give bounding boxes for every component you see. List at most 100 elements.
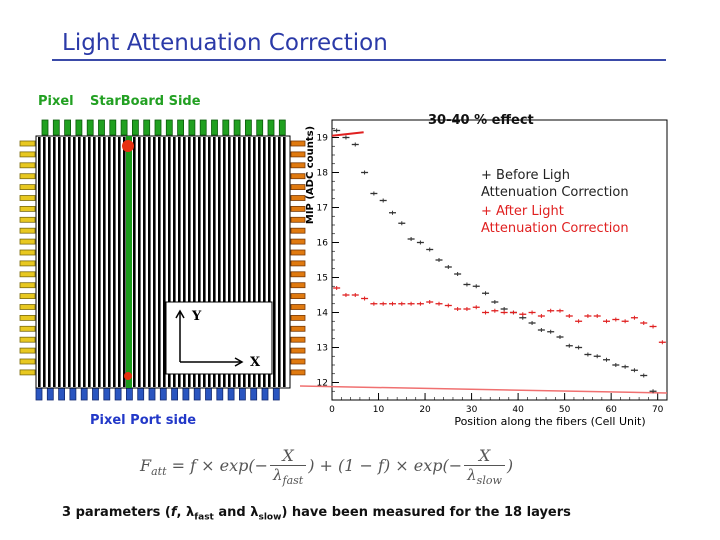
- fiber-stripe: [178, 137, 181, 387]
- right-connector: [290, 271, 306, 278]
- data-point: [342, 293, 350, 297]
- top-connectors: [41, 119, 286, 136]
- fiber-stripe: [73, 137, 76, 387]
- left-connector: [19, 216, 36, 223]
- y-axis-ticks: 12 13 14 15 16 17 18 19: [317, 119, 339, 401]
- right-connector: [290, 151, 306, 158]
- data-point: [630, 315, 638, 320]
- axis-x-label: X: [250, 355, 261, 370]
- data-point: [444, 303, 452, 308]
- left-connector: [19, 151, 36, 158]
- top-connector: [188, 119, 196, 136]
- right-connector: [290, 358, 306, 365]
- plot-frame: [331, 119, 668, 401]
- x-tick-label: 0: [329, 405, 335, 415]
- data-point: [528, 310, 536, 315]
- left-connector: [19, 173, 36, 180]
- fiber-stripe: [103, 137, 106, 387]
- summary-comma: ,: [176, 505, 186, 520]
- data-point: [537, 314, 545, 318]
- data-point: [500, 310, 508, 315]
- y-tick-label: 18: [317, 169, 329, 179]
- top-connector: [199, 119, 207, 136]
- data-point: [472, 305, 480, 310]
- left-connector: [19, 304, 36, 310]
- detector-diagram: Y X: [19, 119, 306, 401]
- bottom-connector: [182, 387, 190, 401]
- left-connector: [19, 162, 36, 169]
- data-point: [584, 314, 592, 318]
- fiber-stripe: [218, 137, 221, 387]
- data-point: [612, 317, 620, 322]
- fiber-stripe: [143, 137, 146, 387]
- data-point: [630, 368, 638, 373]
- data-point: [454, 307, 462, 311]
- data-point: [463, 282, 471, 287]
- top-connector: [177, 119, 185, 136]
- top-reference-line: [331, 131, 364, 137]
- fiber-stripe: [253, 137, 256, 387]
- x-axis-ticks: 0 10 20 30 40 50 60 70: [329, 393, 668, 415]
- data-point: [556, 335, 564, 339]
- data-point: [575, 319, 583, 324]
- bottom-connector: [69, 387, 77, 401]
- fiber-stripe: [53, 137, 56, 387]
- bottom-connector: [92, 387, 99, 401]
- bottom-connector: [148, 387, 156, 401]
- top-connector: [143, 119, 151, 136]
- data-point: [370, 191, 378, 196]
- data-point: [482, 291, 490, 296]
- legend-before-line1: + Before Ligh: [481, 168, 571, 183]
- left-connector: [19, 260, 36, 267]
- data-point: [547, 329, 555, 334]
- summary-lambda-fast: λ: [185, 505, 195, 520]
- left-connector: [19, 358, 36, 365]
- right-connector: [290, 314, 306, 321]
- right-connector: [290, 140, 306, 147]
- data-point: [621, 364, 629, 369]
- left-connector: [19, 227, 36, 234]
- bottom-connector: [216, 387, 224, 401]
- top-connector: [256, 119, 264, 136]
- right-connectors: [290, 140, 306, 376]
- bottom-connector: [193, 387, 201, 401]
- fiber-stripe: [108, 137, 111, 387]
- x-axis-label: Position along the fibers (Cell Unit): [454, 415, 645, 428]
- summary-and: and: [213, 505, 251, 520]
- fiber-stripe: [148, 137, 151, 387]
- data-point: [565, 314, 573, 318]
- fiber-stripe: [248, 137, 251, 387]
- legend-before-line2: Attenuation Correction: [481, 185, 629, 200]
- fiber-stripe: [68, 137, 71, 387]
- title-divider: [52, 59, 666, 61]
- y-tick-label: 17: [317, 204, 328, 214]
- data-point: [575, 345, 583, 350]
- data-point: [463, 307, 471, 311]
- fiber-stripe: [168, 137, 171, 387]
- left-connectors: [19, 140, 36, 376]
- attenuation-chart: 12 13 14 15 16 17 18 19 0 10 20 30 40 50 60 70 MIP (AD…: [300, 119, 668, 428]
- y-arrow-head: [175, 309, 185, 319]
- fiber-stripe: [138, 137, 141, 387]
- fiber-stripe: [133, 137, 136, 387]
- series-after: [333, 286, 666, 345]
- bottom-connector: [238, 387, 246, 401]
- right-connector: [290, 293, 306, 300]
- legend-entry-before: + Before Ligh Attenuation Correction: [481, 167, 629, 201]
- port-side-label: Pixel Port side: [90, 413, 197, 428]
- x-tick-label: 20: [419, 405, 431, 415]
- data-point: [509, 310, 517, 315]
- data-point: [658, 340, 666, 345]
- top-connector: [86, 119, 94, 136]
- data-point: [361, 170, 369, 175]
- x-arrow-head: [234, 357, 244, 367]
- left-connector: [19, 205, 36, 212]
- data-point: [603, 357, 611, 362]
- bottom-connector: [171, 387, 179, 401]
- bottom-connector: [159, 387, 167, 401]
- fiber-stripe: [278, 137, 281, 387]
- right-connector: [290, 336, 306, 343]
- bottom-connector: [261, 387, 269, 401]
- x-tick-label: 50: [559, 405, 571, 415]
